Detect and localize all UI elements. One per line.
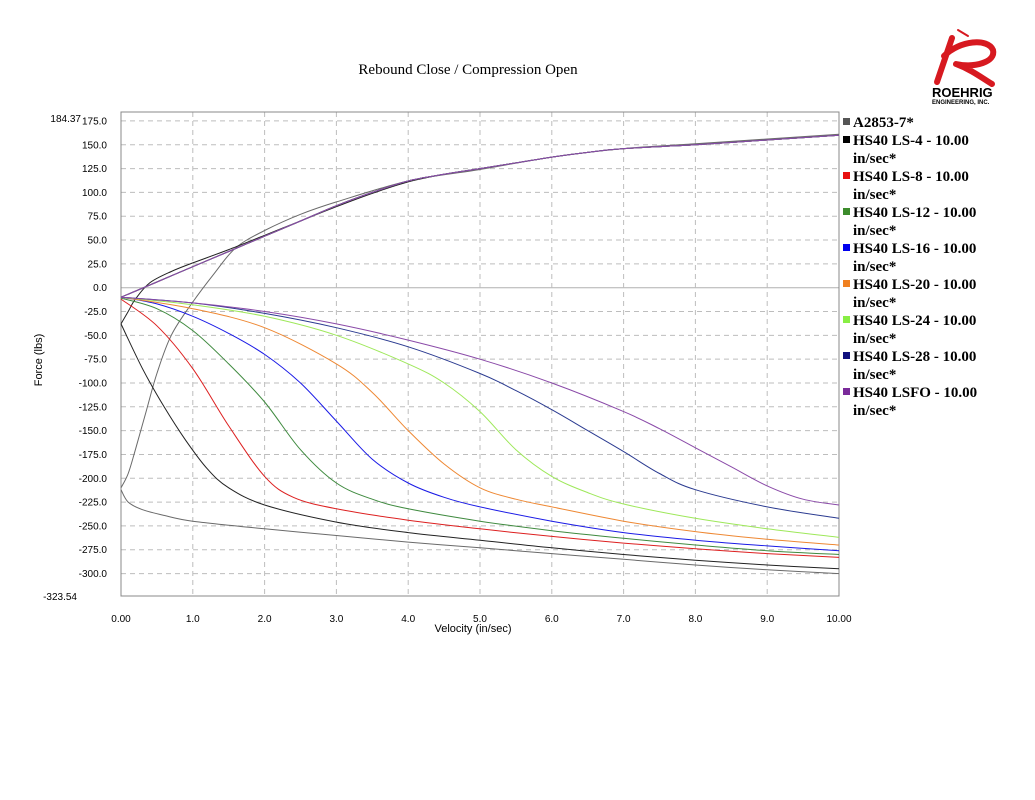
series-line-compression	[120, 134, 840, 298]
legend-swatch	[843, 244, 850, 251]
y-tick-label: -225.0	[79, 498, 108, 509]
legend-item: HS40 LS-20 - 10.00 in/sec*	[843, 277, 976, 311]
x-tick-label: 9.0	[760, 614, 774, 625]
x-tick-labels: 0.00 1.0 2.0 3.0 4.0 5.0 6.0 7.0 8.0 9.0 10.00	[111, 614, 852, 625]
legend-swatch	[843, 172, 850, 179]
y-tick-label: 100.0	[82, 188, 107, 199]
series-line-rebound	[120, 296, 840, 506]
legend-swatch	[843, 208, 850, 215]
series-hs40-ls-28-10-00-in-sec	[120, 134, 840, 519]
x-tick-label: 10.00	[826, 614, 851, 625]
legend-label: A2853-7*	[853, 115, 914, 131]
series-line-rebound	[120, 298, 840, 558]
y-tick-label: 25.0	[88, 259, 108, 270]
x-tick-label: 3.0	[329, 614, 343, 625]
legend-item: HS40 LS-24 - 10.00 in/sec*	[843, 313, 976, 347]
y-tick-label: -175.0	[79, 450, 108, 461]
series-line-rebound	[120, 323, 840, 570]
legend-swatch	[843, 118, 850, 125]
x-tick-label: 7.0	[617, 614, 631, 625]
legend-label: HS40 LS-24 - 10.00 in/sec*	[853, 313, 976, 347]
legend-swatch	[843, 280, 850, 287]
roehrig-logo: ROEHRIG ENGINEERING, INC.	[932, 29, 997, 106]
legend-label: HS40 LS-8 - 10.00 in/sec*	[853, 169, 969, 203]
y-tick-label: -125.0	[79, 402, 108, 413]
y-tick-label: 175.0	[82, 116, 107, 127]
y-tick-label: -150.0	[79, 426, 108, 437]
legend-swatch	[843, 388, 850, 395]
series-line-rebound	[120, 296, 840, 519]
y-min-label: -323.54	[43, 592, 77, 603]
legend: A2853-7*HS40 LS-4 - 10.00 in/sec*HS40 LS-…	[843, 115, 977, 419]
x-tick-label: 5.0	[473, 614, 487, 625]
y-tick-label: -25.0	[84, 307, 107, 318]
series-line-rebound	[120, 296, 840, 552]
legend-label: HS40 LS-20 - 10.00 in/sec*	[853, 277, 976, 311]
grid-lines	[121, 112, 839, 596]
y-tick-label: 150.0	[82, 140, 107, 151]
y-tick-label: -200.0	[79, 474, 108, 485]
legend-item: HS40 LS-16 - 10.00 in/sec*	[843, 241, 976, 275]
series-line-rebound	[120, 297, 840, 555]
x-tick-label: 8.0	[688, 614, 702, 625]
legend-label: HS40 LS-28 - 10.00 in/sec*	[853, 349, 976, 383]
y-max-label: 184.37	[50, 114, 81, 125]
legend-item: A2853-7*	[843, 115, 914, 131]
legend-label: HS40 LS-16 - 10.00 in/sec*	[853, 241, 976, 275]
x-tick-label: 2.0	[258, 614, 272, 625]
y-tick-label: -300.0	[79, 569, 108, 580]
y-tick-label: 0.0	[93, 283, 107, 294]
logo-subtitle: ENGINEERING, INC.	[932, 100, 990, 106]
y-tick-label: -50.0	[84, 331, 107, 342]
legend-item: HS40 LSFO - 10.00 in/sec*	[843, 385, 977, 419]
legend-item: HS40 LS-28 - 10.00 in/sec*	[843, 349, 976, 383]
x-tick-label: 1.0	[186, 614, 200, 625]
y-axis-label: Force (lbs)	[33, 334, 45, 387]
series-layer	[120, 133, 840, 575]
legend-label: HS40 LS-4 - 10.00 in/sec*	[853, 133, 969, 167]
y-tick-label: 125.0	[82, 164, 107, 175]
x-tick-label: 6.0	[545, 614, 559, 625]
x-tick-label: 4.0	[401, 614, 415, 625]
legend-label: HS40 LSFO - 10.00 in/sec*	[853, 385, 977, 419]
series-hs40-lsfo-10-00-in-sec	[120, 134, 840, 506]
legend-item: HS40 LS-12 - 10.00 in/sec*	[843, 205, 976, 239]
y-tick-label: 75.0	[88, 212, 108, 223]
y-tick-label: -100.0	[79, 378, 108, 389]
chart-title: Rebound Close / Compression Open	[358, 62, 578, 78]
x-axis-label: Velocity (in/sec)	[434, 623, 511, 635]
plot-frame	[120, 111, 840, 597]
x-tick-label: 0.00	[111, 614, 131, 625]
y-tick-label: -275.0	[79, 545, 108, 556]
series-line-rebound	[120, 296, 840, 538]
legend-swatch	[843, 352, 850, 359]
series-line-rebound	[120, 489, 840, 575]
y-tick-label: -250.0	[79, 521, 108, 532]
logo-r-mark	[934, 35, 997, 87]
legend-item: HS40 LS-8 - 10.00 in/sec*	[843, 169, 969, 203]
legend-swatch	[843, 316, 850, 323]
y-tick-label: -75.0	[84, 355, 107, 366]
legend-item: HS40 LS-4 - 10.00 in/sec*	[843, 133, 969, 167]
logo-wordmark: ROEHRIG	[932, 85, 993, 100]
y-tick-label: 50.0	[88, 236, 108, 247]
series-a2853-7	[120, 133, 840, 575]
y-tick-labels: 175.0 150.0 125.0 100.0 75.0 50.0 25.0 0.0 -25.0…	[79, 116, 108, 580]
legend-label: HS40 LS-12 - 10.00 in/sec*	[853, 205, 976, 239]
legend-swatch	[843, 136, 850, 143]
series-line-rebound	[120, 296, 840, 546]
